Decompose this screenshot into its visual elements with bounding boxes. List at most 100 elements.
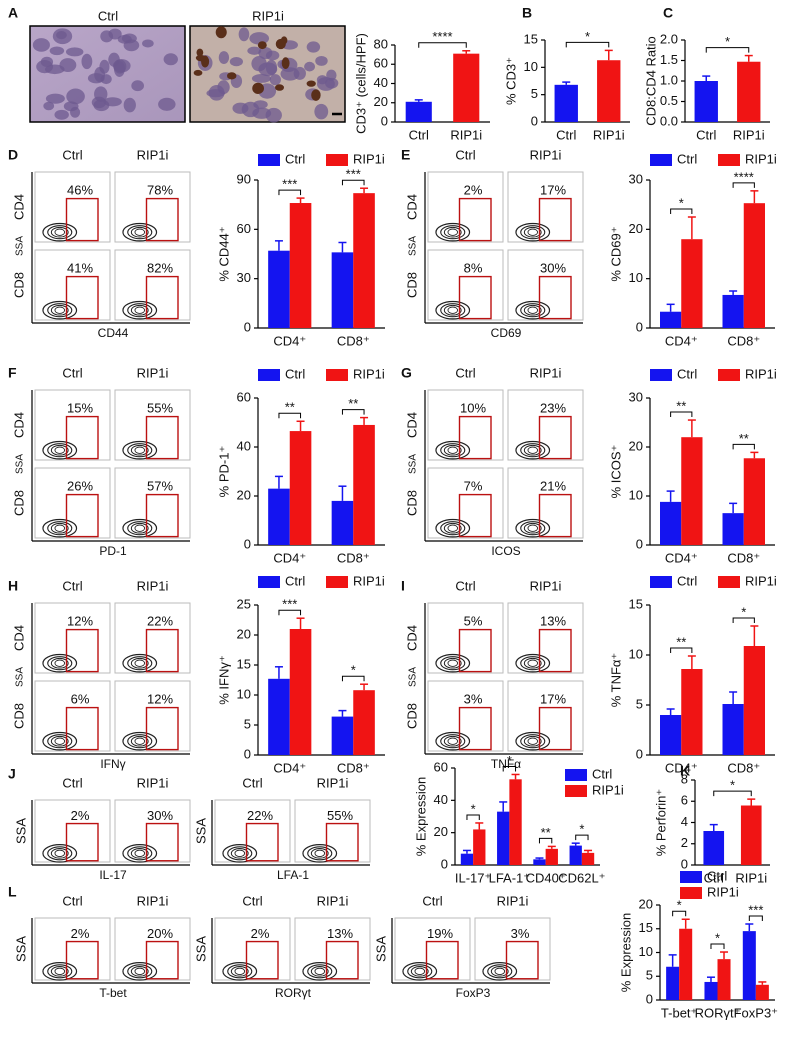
nucleus (293, 66, 306, 80)
contour (42, 731, 78, 751)
plot-frame (507, 467, 584, 539)
nucleus (315, 55, 328, 66)
bar (743, 646, 765, 755)
y-tick-label: 15 (629, 596, 643, 611)
x-tick-label: CD4⁺ (273, 550, 306, 565)
contour (310, 847, 329, 859)
plot-frame (114, 249, 191, 321)
contour (50, 226, 69, 238)
contour (230, 965, 249, 977)
y-tick-label: 0 (636, 319, 643, 334)
legend-swatch (718, 154, 740, 166)
bar (660, 501, 682, 545)
x-axis-label: IFNγ (100, 757, 125, 771)
plot-frame (114, 389, 191, 461)
x-tick-label: RORγt⁺ (695, 1005, 741, 1020)
bar (353, 424, 375, 545)
nucleus (94, 86, 108, 102)
significance-bracket (705, 47, 750, 53)
y-tick-label: 30 (237, 270, 251, 285)
significance: * (730, 778, 735, 793)
contour (42, 653, 78, 673)
contour (447, 228, 459, 236)
contour (443, 657, 462, 669)
row-label: CD4 (404, 625, 419, 651)
column-label: RIP1i (530, 147, 562, 162)
panel-letter: B (522, 5, 532, 21)
contour (520, 521, 546, 536)
contour (523, 657, 542, 669)
y-axis-label: CD8:CD4 Ratio (643, 36, 658, 126)
nucleus (238, 27, 250, 42)
contour (520, 443, 546, 458)
contour (130, 847, 149, 859)
image-label: Ctrl (98, 8, 118, 23)
y-tick-label: 15 (524, 31, 538, 46)
nucleus (100, 30, 114, 43)
gate (65, 493, 99, 538)
stained-cell (275, 38, 286, 50)
bar (742, 931, 756, 1000)
column-label: RIP1i (137, 147, 169, 162)
gate-percent: 6% (71, 691, 90, 706)
contour (222, 844, 258, 863)
contour (54, 306, 66, 314)
panel-letter: D (8, 147, 18, 163)
nucleus (45, 93, 65, 104)
bar (717, 959, 731, 1000)
contour (47, 521, 73, 536)
column-label: RIP1i (530, 578, 562, 593)
y-axis-label: % CD3⁺ (503, 57, 518, 105)
gate (245, 940, 279, 980)
gate-percent: 2% (251, 926, 270, 941)
y-tick-label: 20 (237, 626, 251, 641)
x-tick-label: CD40⁺ (526, 870, 566, 885)
y-tick-label: 15 (639, 920, 653, 935)
x-tick-label: CD4⁺ (665, 760, 698, 775)
plot-frame (427, 467, 504, 539)
contour (134, 849, 145, 857)
x-tick-label: CD8⁺ (727, 333, 760, 348)
gate (65, 197, 99, 242)
legend-swatch (258, 154, 280, 166)
contour (414, 967, 426, 975)
significance: *** (282, 177, 297, 192)
bar (581, 852, 595, 865)
x-axis-label: TNFα (491, 757, 521, 771)
y-tick-label: 0 (531, 113, 538, 128)
image-label: RIP1i (252, 8, 284, 23)
column-label: RIP1i (530, 365, 562, 380)
significance: ** (541, 825, 551, 840)
gate (65, 706, 99, 751)
contour (50, 444, 69, 456)
legend-swatch (258, 576, 280, 588)
contour (50, 304, 69, 316)
bar (331, 500, 354, 545)
gate (458, 493, 492, 538)
nucleus (158, 97, 176, 111)
bar (694, 81, 718, 122)
significance-bracket (670, 208, 693, 214)
nucleus (59, 58, 77, 73)
contour (122, 962, 158, 981)
contour (42, 962, 78, 981)
bar (268, 488, 290, 545)
significance: * (351, 663, 356, 678)
column-label: Ctrl (242, 775, 262, 790)
gate (65, 822, 99, 862)
y-tick-label: 0.5 (660, 93, 678, 108)
contour (307, 964, 333, 979)
contour (515, 653, 551, 673)
bar (722, 704, 744, 755)
x-axis-label: IL-17 (99, 868, 127, 882)
x-axis-label: T-bet (99, 986, 127, 1000)
gate-percent: 15% (67, 400, 93, 415)
contour (54, 967, 66, 975)
significance-bracket (278, 412, 302, 419)
contour (302, 962, 338, 981)
y-tick-label: 5 (531, 86, 538, 101)
contour (523, 522, 542, 534)
significance: * (579, 822, 584, 837)
panel-letter: A (8, 5, 18, 21)
stained-cell (227, 72, 237, 80)
